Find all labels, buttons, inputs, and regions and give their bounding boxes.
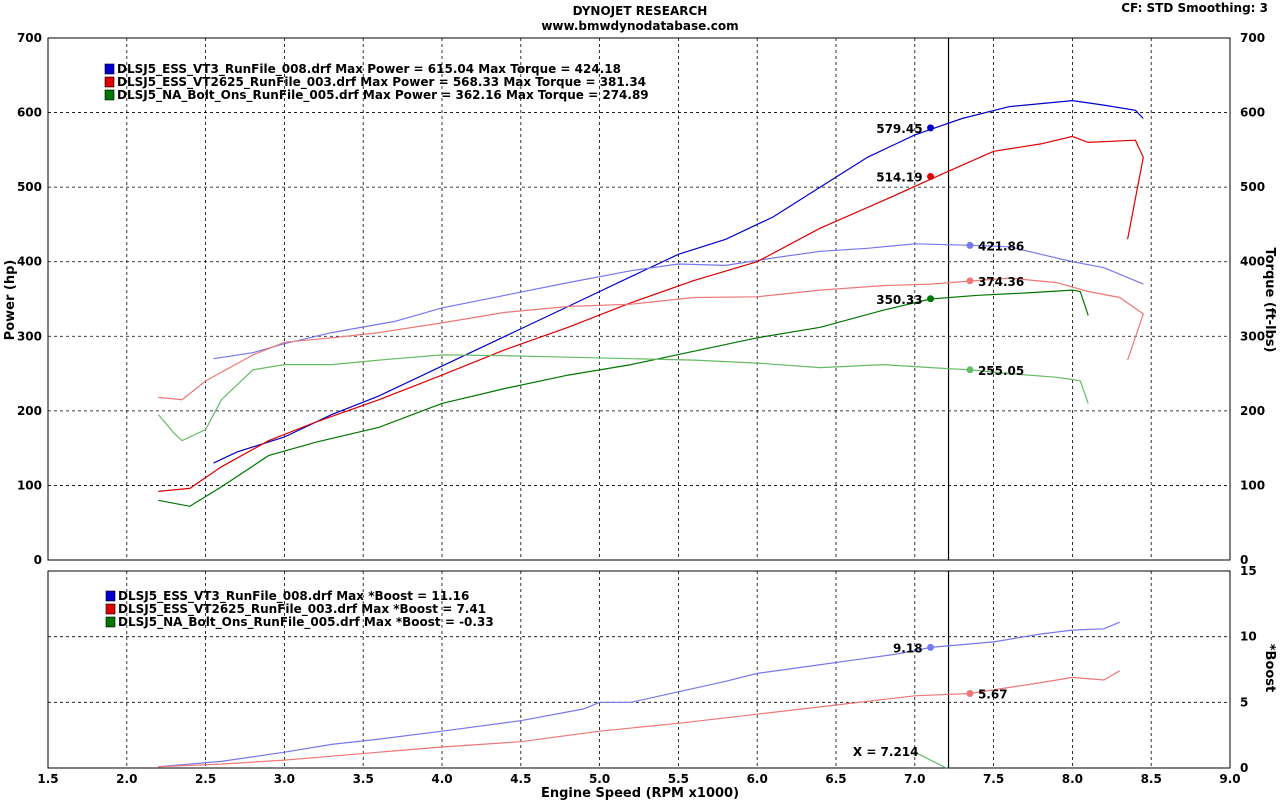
boost-tick-label: 5 xyxy=(1240,695,1248,709)
series-line-vt3-power xyxy=(213,99,1144,464)
boost-legend-swatch xyxy=(105,590,116,602)
boost-legend-swatch xyxy=(105,616,116,628)
torque-tick-label: 200 xyxy=(1240,404,1265,418)
boost-tick-label: 15 xyxy=(1240,564,1257,578)
point-label-power-marker xyxy=(927,295,935,303)
x-axis-label: Engine Speed (RPM x1000) xyxy=(541,786,739,800)
power-tick-label: 200 xyxy=(17,404,42,418)
y-axis-label-boost: *Boost xyxy=(1262,644,1277,693)
torque-tick-label: 400 xyxy=(1240,255,1265,269)
x-tick-label: 6.5 xyxy=(825,772,846,786)
x-tick-label: 3.5 xyxy=(353,772,374,786)
y-axis-label-torque: Torque (ft-lbs) xyxy=(1262,247,1277,352)
series-line-na-power xyxy=(158,289,1089,507)
boost-legend-entry: DLSJ5_NA_Bolt_Ons_RunFile_005.drf Max *B… xyxy=(118,615,494,630)
power-tick-label: 100 xyxy=(17,478,42,492)
boost-legend-swatch xyxy=(105,603,116,615)
torque-tick-label: 500 xyxy=(1240,180,1265,194)
x-tick-label: 3.0 xyxy=(274,772,295,786)
power-tick-label: 400 xyxy=(17,255,42,269)
point-label-torque: 421.86 xyxy=(978,239,1024,253)
series-line-vt2625-boost xyxy=(158,670,1121,768)
point-label-torque-marker xyxy=(966,366,974,374)
x-tick-label: 9.0 xyxy=(1219,772,1240,786)
x-tick-label: 5.0 xyxy=(589,772,610,786)
power-legend-entry: DLSJ5_NA_Bolt_Ons_RunFile_005.drf Max Po… xyxy=(117,88,649,103)
power-tick-label: 600 xyxy=(17,106,42,120)
point-label-boost-marker xyxy=(927,643,935,651)
torque-tick-label: 100 xyxy=(1240,478,1265,492)
series-line-vt3-boost xyxy=(158,621,1120,768)
torque-tick-label: 700 xyxy=(1240,31,1265,45)
y-axis-label-power: Power (hp) xyxy=(3,260,18,341)
boost-tick-label: 0 xyxy=(1240,761,1248,775)
series-line-vt2625-power xyxy=(158,135,1144,492)
power-tick-label: 0 xyxy=(34,553,42,567)
point-label-torque-marker xyxy=(966,277,974,285)
settings-readout: CF: STD Smoothing: 3 xyxy=(1121,1,1268,15)
series-line-na-torque xyxy=(157,354,1089,442)
x-tick-label: 8.0 xyxy=(1062,772,1083,786)
torque-tick-label: 300 xyxy=(1240,329,1265,343)
x-tick-label: 7.0 xyxy=(904,772,925,786)
x-tick-label: 2.5 xyxy=(195,772,216,786)
point-label-boost-marker xyxy=(966,690,974,698)
boost-panel-frame xyxy=(47,570,1231,769)
power-legend-entry: DLSJ5_ESS_VT2625_RunFile_003.drf Max Pow… xyxy=(117,75,646,90)
x-tick-label: 7.5 xyxy=(983,772,1004,786)
point-label-power-marker xyxy=(927,173,935,181)
x-tick-label: 5.5 xyxy=(668,772,689,786)
power-legend-swatch xyxy=(104,76,115,88)
power-tick-label: 500 xyxy=(17,180,42,194)
x-tick-label: 4.5 xyxy=(510,772,531,786)
point-label-power-marker xyxy=(927,124,935,132)
series-line-vt2625-torque xyxy=(158,277,1145,401)
point-label-boost: 5.67 xyxy=(978,688,1008,702)
boost-tick-label: 10 xyxy=(1240,630,1257,644)
series-line-vt3-torque xyxy=(213,243,1144,360)
boost-legend-entry: DLSJ5_ESS_VT3_RunFile_008.drf Max *Boost… xyxy=(118,589,469,604)
x-tick-label: 8.5 xyxy=(1141,772,1162,786)
power-panel-frame xyxy=(47,37,1231,561)
chart-subtitle: www.bmwdynodatabase.com xyxy=(541,19,739,33)
series-line-na-boost xyxy=(914,751,947,769)
x-tick-label: 4.0 xyxy=(431,772,452,786)
power-legend-swatch xyxy=(104,63,115,75)
x-tick-label: 1.5 xyxy=(37,772,58,786)
point-label-power: 350.33 xyxy=(876,293,922,307)
cursor-readout: X = 7.214 xyxy=(853,745,919,759)
point-label-power: 514.19 xyxy=(876,171,922,185)
point-label-power: 579.45 xyxy=(876,122,922,136)
boost-legend-entry: DLSJ5_ESS_VT2625_RunFile_003.drf Max *Bo… xyxy=(118,602,486,617)
point-label-boost: 9.18 xyxy=(893,641,923,655)
torque-tick-label: 0 xyxy=(1240,553,1248,567)
power-legend-swatch xyxy=(104,89,115,101)
power-tick-label: 300 xyxy=(17,329,42,343)
power-tick-label: 700 xyxy=(17,31,42,45)
chart-title: DYNOJET RESEARCH xyxy=(572,4,708,18)
point-label-torque: 374.36 xyxy=(978,275,1024,289)
torque-tick-label: 600 xyxy=(1240,106,1265,120)
point-label-torque-marker xyxy=(966,241,974,249)
x-tick-label: 2.0 xyxy=(116,772,137,786)
power-legend-entry: DLSJ5_ESS_VT3_RunFile_008.drf Max Power … xyxy=(117,62,621,77)
x-tick-label: 6.0 xyxy=(747,772,768,786)
point-label-torque: 255.05 xyxy=(978,364,1024,378)
